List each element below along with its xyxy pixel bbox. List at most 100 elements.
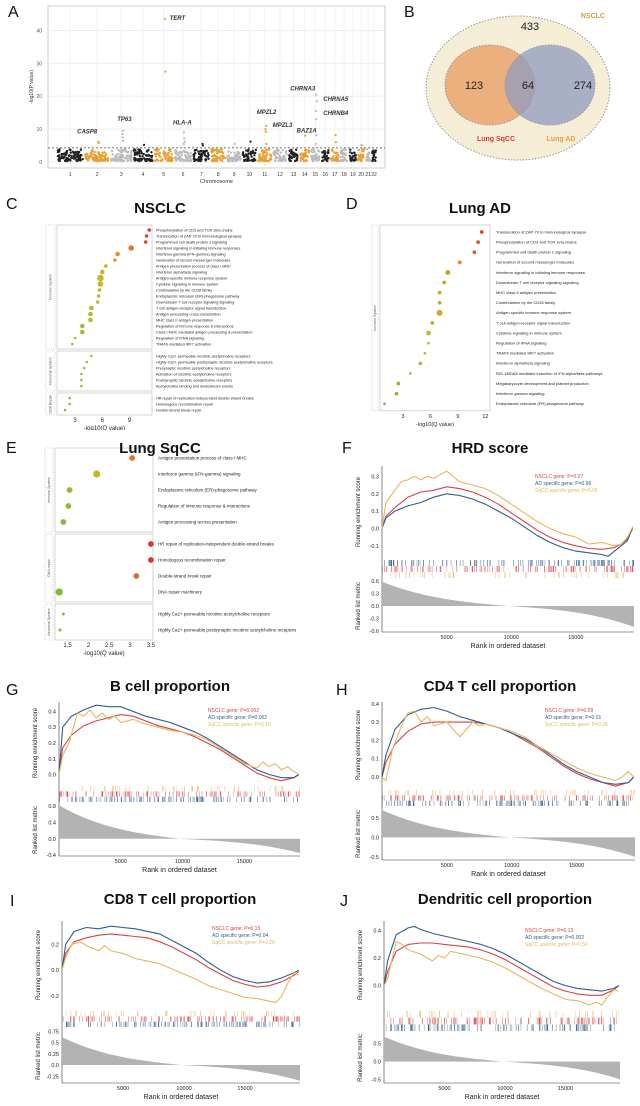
- snp-point: [175, 152, 178, 156]
- venn-label-ad: Lung AD: [547, 136, 576, 143]
- snp-point: [371, 159, 374, 163]
- term-dot: [82, 366, 86, 370]
- snp-point: [357, 148, 360, 152]
- term-label: Double-strand break repair: [158, 574, 212, 579]
- x-tick-label: 7: [200, 172, 203, 178]
- snp-point: [114, 156, 117, 159]
- snp-point: [226, 156, 229, 159]
- x-axis-label: -log10(Q value): [84, 426, 125, 430]
- snp-point: [110, 149, 114, 153]
- term-label: Interferon signaling in initiating immun…: [156, 246, 241, 250]
- snp-point: [341, 155, 344, 158]
- snp-point: [65, 159, 69, 163]
- snp-point: [177, 153, 180, 157]
- metric-axis-label: Ranked list metric: [36, 1032, 42, 1080]
- metric-tick-label: 0.3: [371, 591, 379, 597]
- y-axis-label: Running enrichment score: [356, 476, 362, 547]
- snp-point: [184, 154, 187, 157]
- snp-point: [58, 154, 61, 157]
- term-label: HR repair of replication-independent dou…: [156, 396, 254, 400]
- panel-b: B NSCLC Lung SqCC Lung AD 433 123 64 274: [400, 0, 640, 170]
- snp-point: [140, 152, 143, 155]
- snp-point: [292, 154, 295, 157]
- snp-point: [245, 158, 249, 162]
- term-label: T cell antigen-receptor signal transduct…: [496, 320, 570, 325]
- snp-point: [111, 153, 114, 156]
- snp-point: [227, 154, 231, 157]
- snp-point: [300, 156, 303, 159]
- x-tick-label: 15000: [568, 635, 583, 641]
- snp-point: [264, 156, 267, 160]
- snp-point: [130, 149, 133, 153]
- group-strip: [371, 224, 379, 412]
- top-snp-point: [121, 136, 124, 139]
- group-strip: [44, 533, 54, 603]
- hit-ticks: [383, 1017, 617, 1025]
- x-tick-label: 6: [182, 172, 185, 178]
- snp-point: [206, 155, 209, 158]
- snp-point: [206, 152, 210, 155]
- snp-point: [349, 151, 352, 154]
- snp-point: [193, 159, 196, 162]
- x-tick-label: 20: [358, 172, 364, 178]
- snp-point: [220, 148, 223, 151]
- snp-point: [154, 152, 157, 156]
- term-label: Endoplasmic reticulum (ER)-phagosome pat…: [496, 401, 584, 406]
- snp-point: [344, 153, 347, 157]
- panel-label-h: H: [336, 682, 348, 699]
- term-label: Downstream T cell receptor signaling sig…: [496, 280, 579, 285]
- chromosome-points: [153, 148, 174, 163]
- chromosome-points: [371, 149, 378, 163]
- term-label: Costimulation by the CD28 family: [496, 300, 555, 305]
- enrichment-line: [58, 714, 300, 782]
- gsea-cd4-t-cell: 0.0 0.1 0.2 0.3 0.4 Running enrichment score N…: [356, 702, 635, 878]
- x-tick-label: 5000: [441, 863, 453, 869]
- snp-point: [155, 149, 159, 153]
- y-tick-label: 0.3: [48, 725, 56, 731]
- term-label: Highly Ca2+ permeable postsynaptic nicot…: [158, 628, 297, 633]
- snp-point: [312, 148, 316, 151]
- snp-point: [374, 150, 377, 154]
- snp-point: [317, 150, 321, 153]
- y-tick-label: 0.0: [51, 968, 59, 974]
- term-label: Interferon signaling in initiating immun…: [496, 270, 585, 275]
- x-tick-label: 5000: [440, 635, 452, 641]
- x-tick-label: 15000: [569, 863, 584, 869]
- x-tick-label: 9: [128, 418, 132, 424]
- x-tick-label: 12: [482, 414, 488, 420]
- snp-point: [126, 159, 129, 162]
- snp-point: [68, 148, 71, 151]
- snp-point: [344, 148, 347, 152]
- ranked-metric-area: [62, 1037, 300, 1081]
- snp-point: [284, 150, 288, 154]
- snp-point: [121, 153, 124, 157]
- snp-point: [220, 150, 223, 153]
- dotplot-lung-sqcc: Immune System Antigen presentation proces…: [44, 447, 297, 657]
- term-dot: [148, 557, 154, 563]
- term-label: Highly Ca2+ permeable nicotinic acetylch…: [158, 612, 271, 617]
- snp-point: [213, 158, 216, 161]
- snp-point: [265, 153, 269, 156]
- snp-point: [69, 159, 72, 162]
- snp-point: [278, 156, 281, 159]
- snp-point: [354, 158, 357, 161]
- gene-annotation: TP63: [117, 117, 132, 123]
- snp-point: [74, 151, 77, 154]
- panel-f: F HRD score -0.1 0.0 0.1 0.2 0.3 Running enri…: [320, 432, 640, 672]
- snp-point: [178, 158, 182, 161]
- snp-point: [233, 151, 236, 154]
- enrichment-line: [383, 940, 619, 1006]
- y-tick-label: 0.2: [371, 738, 379, 744]
- snp-point: [246, 149, 250, 153]
- snp-point: [323, 152, 327, 156]
- term-dot: [68, 402, 71, 406]
- metric-tick-label: -0.6: [370, 629, 379, 635]
- metric-axis-label: Ranked list metric: [356, 582, 362, 630]
- term-label: Downstream T cell receptor signaling sig…: [156, 300, 234, 304]
- snp-point: [181, 151, 184, 154]
- enrichment-line: [383, 942, 620, 996]
- snp-point: [339, 151, 342, 154]
- y-axis-label: Running enrichment score: [36, 929, 42, 1000]
- snp-point: [185, 150, 188, 154]
- snp-point: [69, 151, 73, 154]
